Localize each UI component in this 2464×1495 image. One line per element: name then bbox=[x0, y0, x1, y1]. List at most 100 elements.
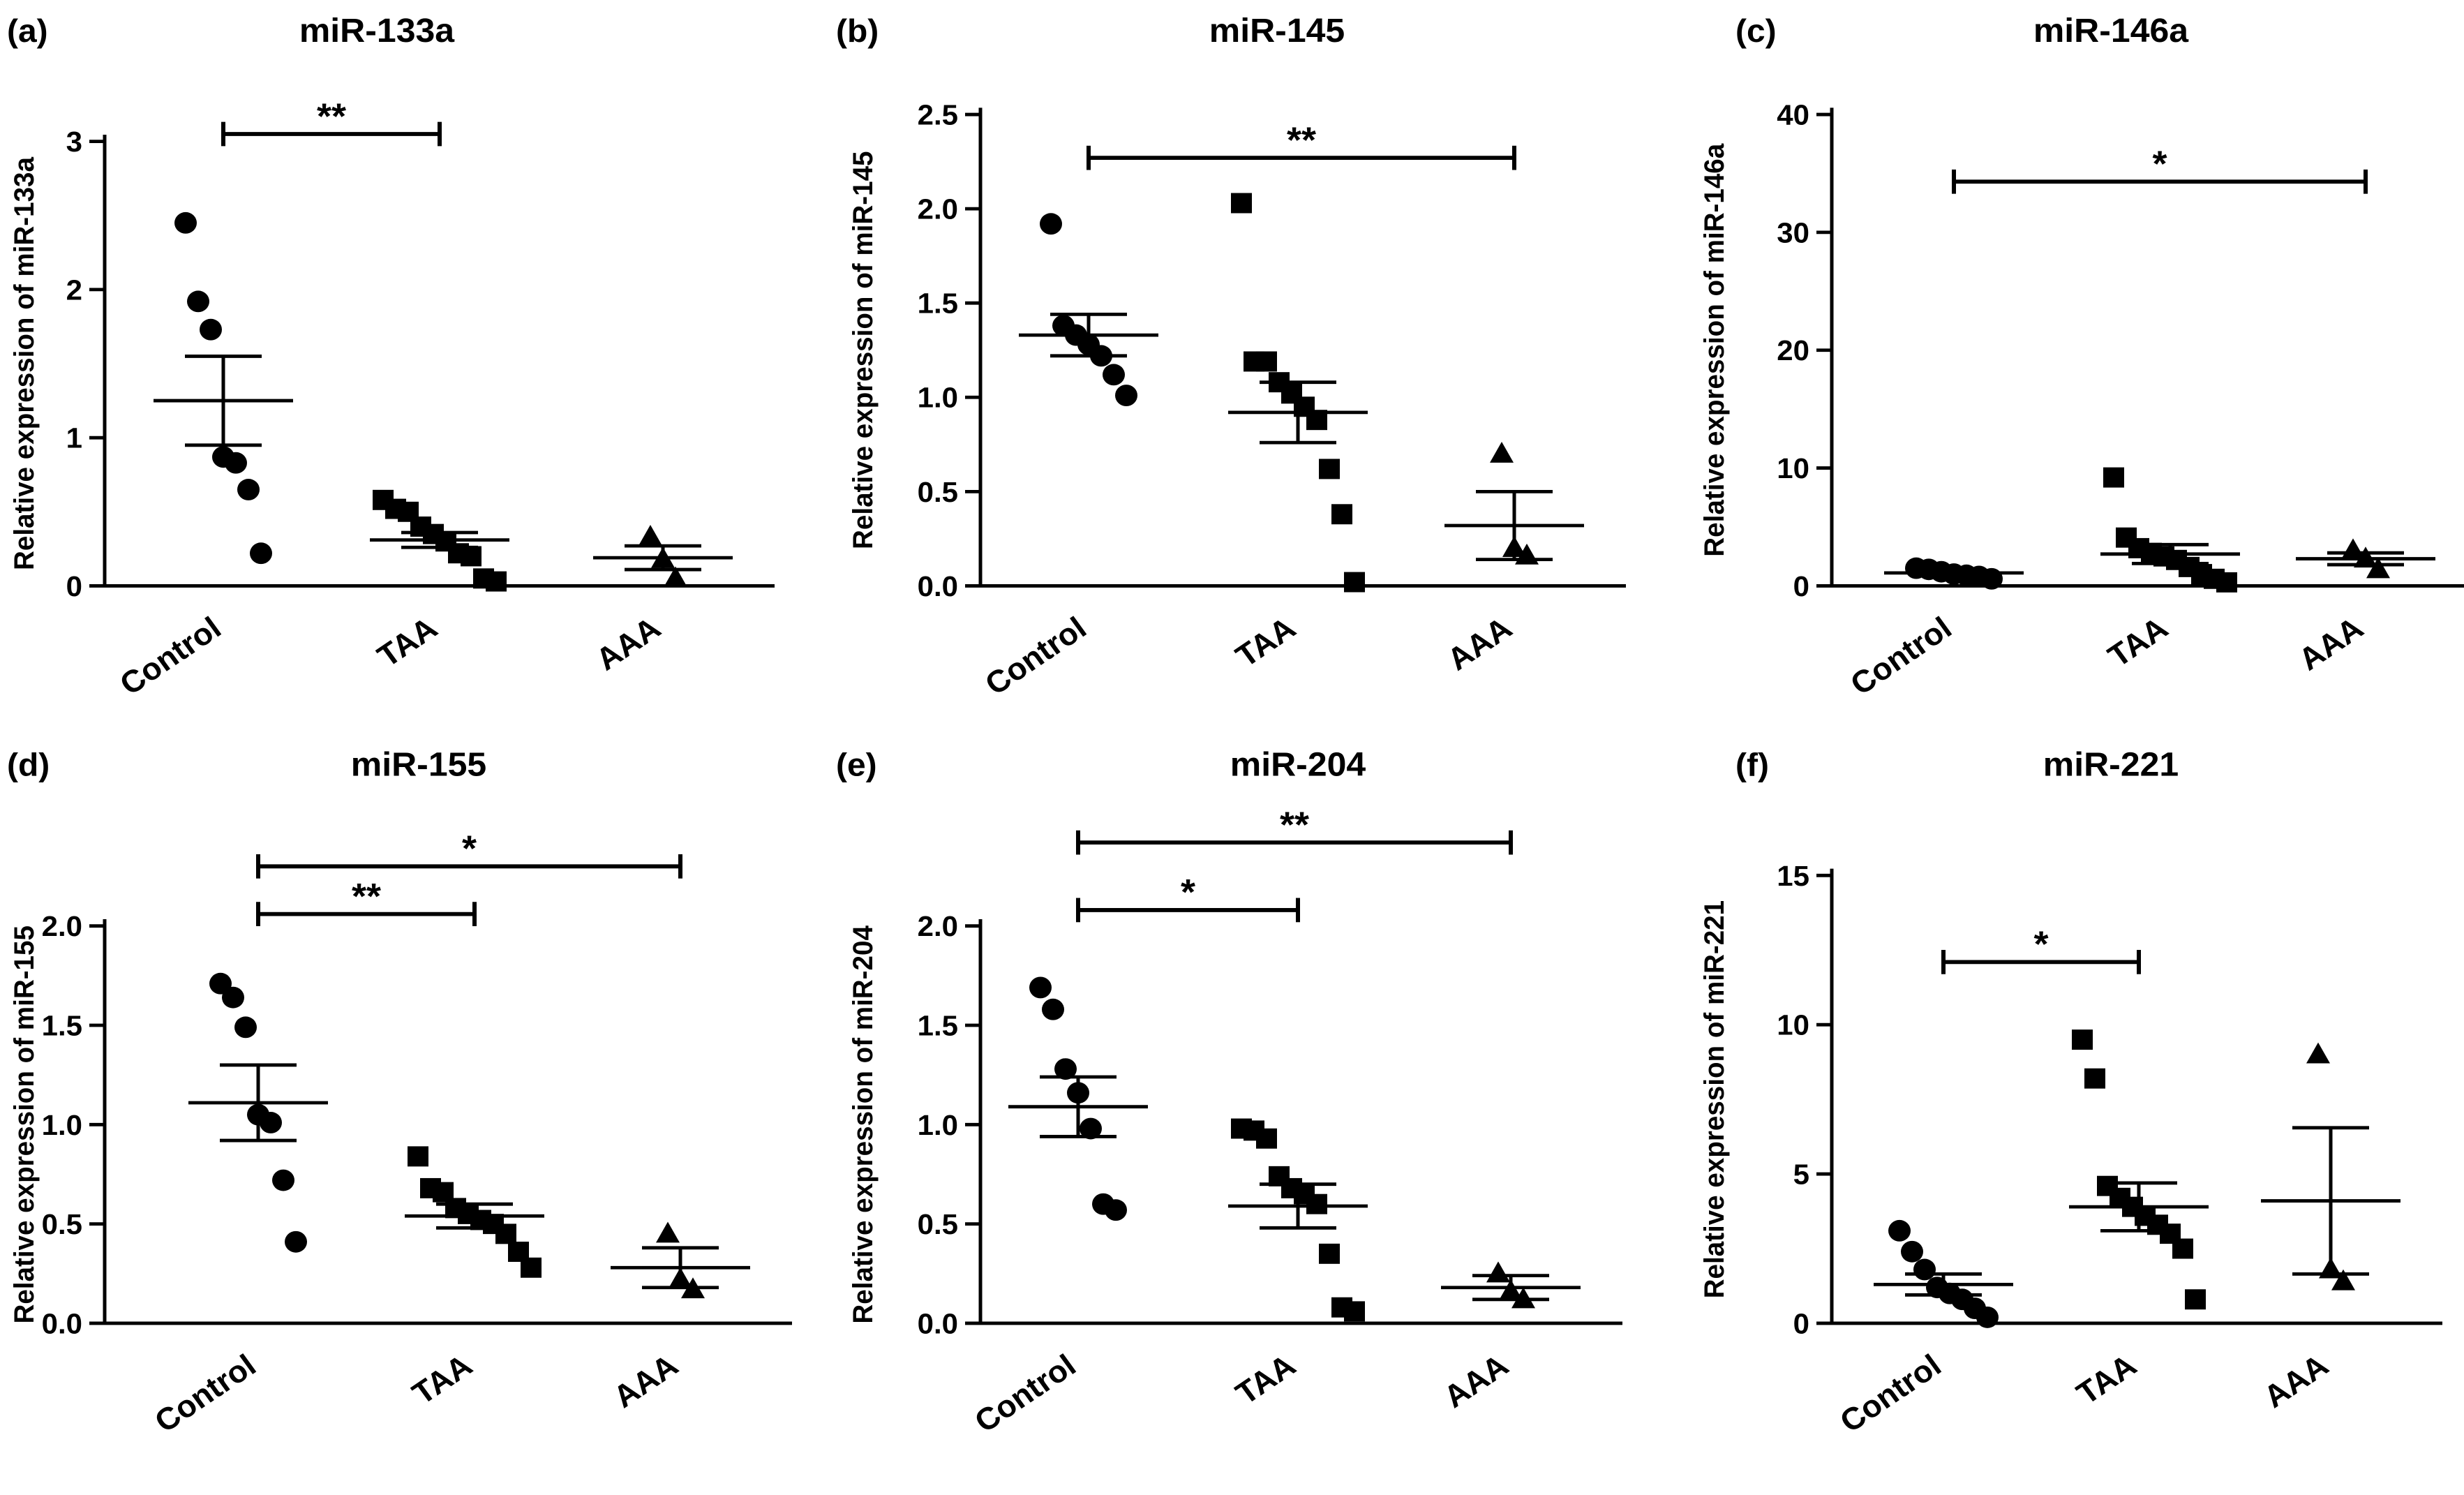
y-tick-label: 1.5 bbox=[918, 288, 958, 319]
chart-panel-c: (c) miR-146a 0 10 20 30 40 Relative expression … bbox=[1698, 13, 2464, 702]
y-tick-label: 5 bbox=[1793, 1159, 1809, 1190]
data-point-square bbox=[1256, 1128, 1277, 1149]
data-point-square bbox=[2185, 1289, 2206, 1310]
y-tick-label: 3 bbox=[66, 126, 82, 158]
data-point-square bbox=[2103, 467, 2124, 488]
data-point-square bbox=[2084, 1068, 2105, 1089]
x-tick-label: Control bbox=[148, 1348, 262, 1440]
panel-label: (d) bbox=[7, 746, 50, 782]
data-point-circle bbox=[1913, 1258, 1936, 1281]
data-point-circle bbox=[250, 542, 272, 565]
panel-label: (a) bbox=[7, 13, 48, 49]
y-tick-label: 1.0 bbox=[42, 1109, 82, 1140]
y-tick-label: 2 bbox=[66, 274, 82, 306]
x-tick-label: Control bbox=[978, 610, 1093, 702]
y-tick-label: 40 bbox=[1777, 99, 1809, 131]
y-tick-label: 1.0 bbox=[918, 382, 958, 413]
x-tick-label: TAA bbox=[1229, 610, 1301, 674]
x-tick-label: AAA bbox=[1437, 1348, 1514, 1415]
data-point-circle bbox=[1042, 998, 1064, 1020]
x-tick-label: AAA bbox=[2292, 610, 2369, 677]
y-tick-label: 0 bbox=[66, 571, 82, 602]
y-tick-label: 0.5 bbox=[42, 1209, 82, 1240]
data-point-triangle bbox=[1486, 1261, 1510, 1283]
y-tick-label: 1 bbox=[66, 422, 82, 454]
significance-label: ** bbox=[1280, 805, 1309, 845]
x-tick-label: TAA bbox=[1229, 1348, 1301, 1411]
data-point-circle bbox=[225, 452, 247, 474]
y-tick-label: 1.5 bbox=[918, 1010, 958, 1041]
panel-label: (c) bbox=[1735, 13, 1777, 49]
y-axis-label: Relative expression of miR-204 bbox=[847, 925, 879, 1324]
data-point-triangle bbox=[664, 566, 687, 588]
data-point-square bbox=[408, 1146, 428, 1167]
x-tick-label: AAA bbox=[2257, 1348, 2334, 1415]
data-point-triangle bbox=[656, 1221, 680, 1243]
y-tick-label: 2.0 bbox=[42, 911, 82, 942]
data-point-circle bbox=[1888, 1219, 1911, 1242]
y-tick-label: 0 bbox=[1793, 571, 1809, 602]
data-point-circle bbox=[1029, 976, 1052, 999]
data-point-square bbox=[1319, 1243, 1340, 1264]
y-tick-label: 2.5 bbox=[918, 99, 958, 131]
data-point-square bbox=[2216, 572, 2237, 593]
data-point-square bbox=[1319, 459, 1340, 479]
y-axis-label: Relative expression of miR-145 bbox=[847, 151, 879, 549]
y-tick-label: 1.0 bbox=[918, 1109, 958, 1140]
data-point-circle bbox=[1105, 1199, 1127, 1221]
data-point-triangle bbox=[2331, 1269, 2355, 1291]
data-point-circle bbox=[209, 972, 232, 995]
y-tick-label: 2.0 bbox=[918, 911, 958, 942]
data-point-square bbox=[486, 571, 507, 592]
data-point-circle bbox=[174, 211, 197, 234]
significance-label: ** bbox=[1287, 120, 1316, 161]
data-point-square bbox=[521, 1257, 542, 1278]
panel-label: (e) bbox=[836, 746, 877, 782]
significance-label: * bbox=[1181, 872, 1195, 913]
panel-title: miR-221 bbox=[2043, 746, 2179, 783]
y-tick-label: 2.0 bbox=[918, 193, 958, 225]
y-tick-label: 1.5 bbox=[42, 1010, 82, 1041]
panel-title: miR-155 bbox=[351, 746, 486, 783]
x-tick-label: Control bbox=[1844, 610, 1958, 702]
x-tick-label: AAA bbox=[606, 1348, 684, 1415]
data-point-triangle bbox=[2366, 557, 2390, 579]
significance-label: * bbox=[2152, 144, 2167, 184]
data-point-square bbox=[1231, 193, 1252, 214]
panel-title: miR-204 bbox=[1230, 746, 1366, 783]
panel-title: miR-146a bbox=[2033, 13, 2189, 50]
data-point-circle bbox=[1976, 1306, 1999, 1328]
data-point-square bbox=[1344, 572, 1365, 593]
y-axis-label: Relative expression of miR-155 bbox=[8, 925, 40, 1323]
y-tick-label: 0.5 bbox=[918, 1209, 958, 1240]
y-tick-label: 0.5 bbox=[918, 476, 958, 507]
chart-panel-f: (f) miR-221 0 5 10 15 Relative expression of m… bbox=[1698, 746, 2442, 1439]
x-tick-label: Control bbox=[968, 1348, 1082, 1440]
data-point-circle bbox=[1040, 213, 1062, 235]
x-tick-label: Control bbox=[113, 610, 227, 702]
data-point-triangle bbox=[639, 525, 662, 546]
data-point-circle bbox=[222, 986, 244, 1009]
significance-label: ** bbox=[317, 96, 346, 137]
data-point-square bbox=[461, 546, 481, 567]
data-point-square bbox=[2072, 1029, 2093, 1050]
significance-label: * bbox=[462, 828, 477, 869]
x-tick-label: TAA bbox=[2070, 1348, 2142, 1411]
y-axis-label: Relative expression of miR-221 bbox=[1698, 900, 1730, 1298]
x-tick-label: Control bbox=[1833, 1348, 1948, 1440]
data-point-circle bbox=[260, 1112, 282, 1133]
data-point-square bbox=[1344, 1301, 1365, 1322]
significance-label: ** bbox=[352, 877, 381, 917]
chart-panel-e: (e) miR-204 0.0 0.5 1.0 1.5 2.0 Relative expres… bbox=[836, 746, 1622, 1439]
y-tick-label: 0.0 bbox=[918, 571, 958, 602]
panel-label: (b) bbox=[836, 13, 879, 49]
data-point-triangle bbox=[2306, 1042, 2330, 1064]
data-point-circle bbox=[1115, 385, 1137, 407]
y-tick-label: 20 bbox=[1777, 335, 1809, 366]
y-axis-label: Relative expression of miR-133a bbox=[8, 156, 40, 570]
y-tick-label: 10 bbox=[1777, 1009, 1809, 1041]
y-tick-label: 0 bbox=[1793, 1308, 1809, 1339]
significance-label: * bbox=[2033, 925, 2048, 965]
y-tick-label: 0.0 bbox=[42, 1308, 82, 1339]
